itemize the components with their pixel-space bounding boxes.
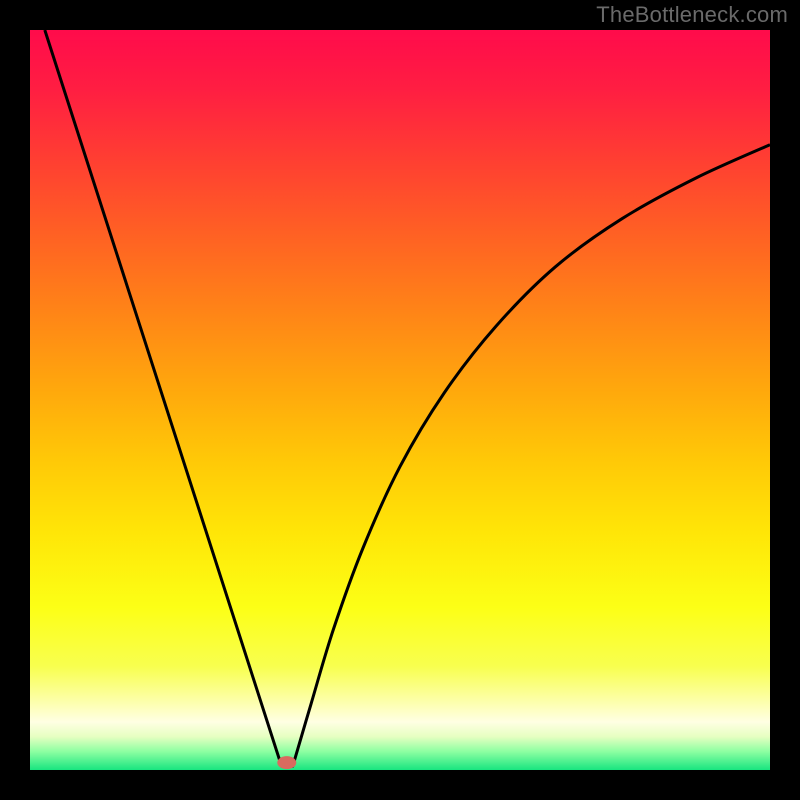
bottleneck-chart	[0, 0, 800, 800]
watermark-text: TheBottleneck.com	[596, 2, 788, 28]
optimum-marker	[278, 757, 296, 769]
plot-background	[30, 30, 770, 770]
chart-container: TheBottleneck.com	[0, 0, 800, 800]
